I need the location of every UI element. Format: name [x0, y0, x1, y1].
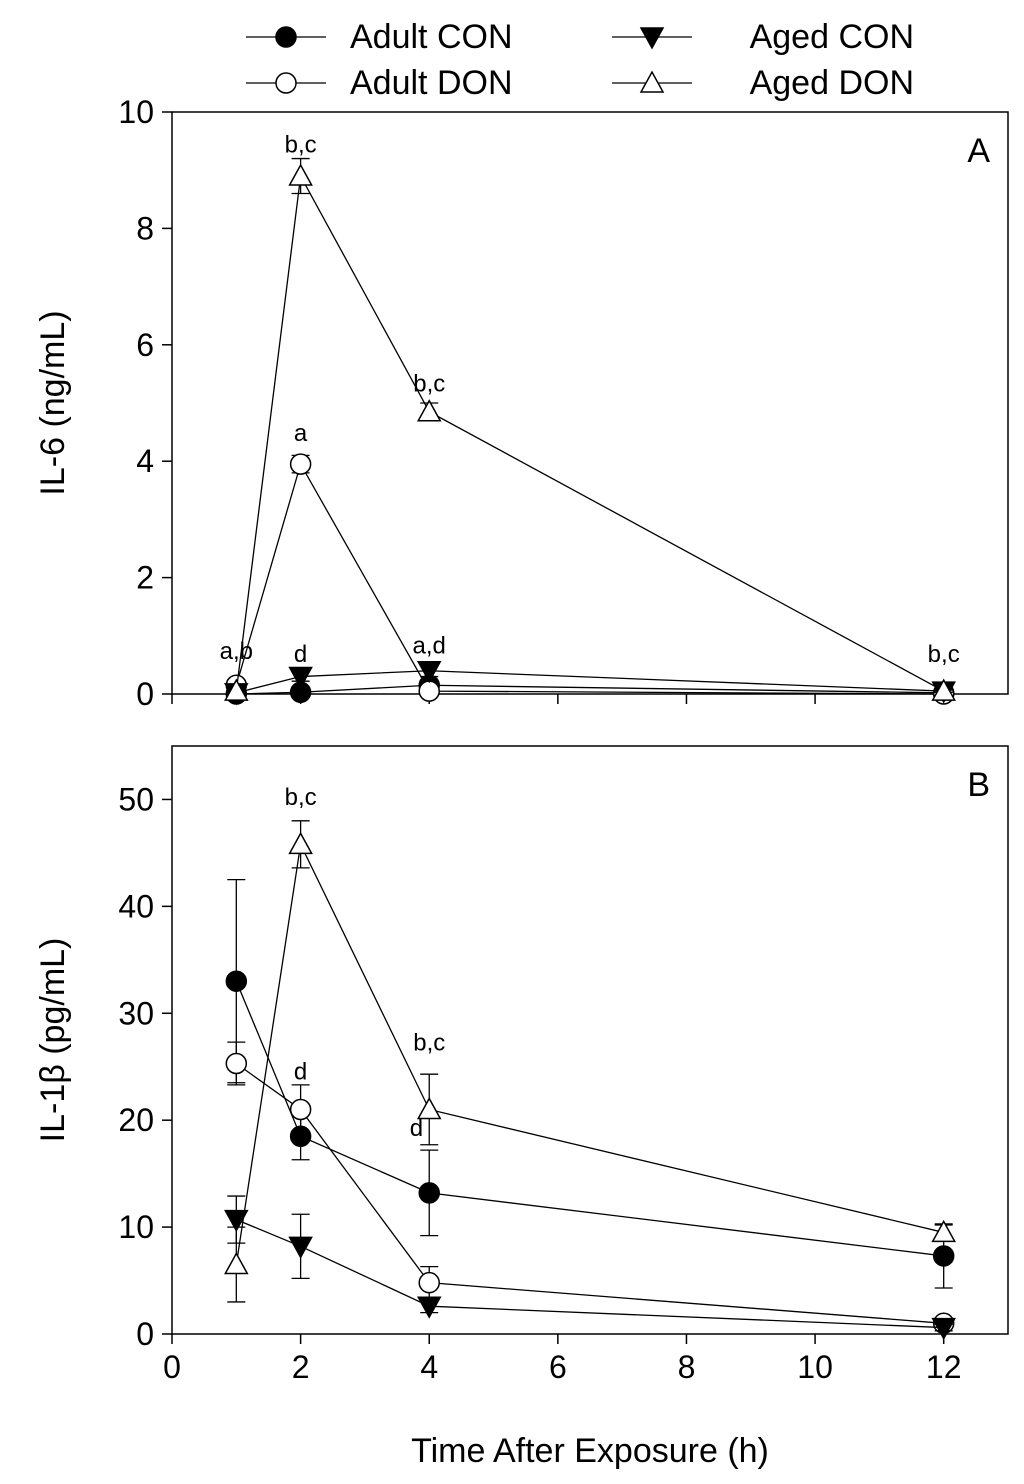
- data-point: [418, 680, 440, 702]
- legend-item-adult-con: Adult CON: [246, 18, 513, 56]
- series-adult-don: [225, 453, 955, 705]
- data-point: [224, 1251, 249, 1275]
- data-point: [225, 970, 248, 992]
- data-point: [418, 1271, 440, 1294]
- annotation: b,c: [928, 641, 960, 668]
- data-point: [288, 1236, 313, 1259]
- x-tick-label: 0: [163, 1349, 181, 1385]
- y-tick-label: 20: [118, 1102, 154, 1138]
- y-tick-label: 50: [118, 781, 154, 817]
- annotation: a: [294, 420, 308, 447]
- data-point: [931, 1219, 956, 1243]
- data-point: [418, 1182, 440, 1204]
- series-adult-don: [225, 1041, 955, 1335]
- y-tick-label: 10: [118, 1209, 154, 1245]
- y-tick-label: 40: [118, 888, 154, 924]
- data-point: [289, 1098, 312, 1121]
- y-axis-title: IL-1β (pg/mL): [34, 938, 72, 1143]
- y-tick-label: 8: [136, 210, 154, 246]
- y-tick-label: 6: [136, 327, 154, 363]
- legend-label: Aged DON: [750, 64, 914, 102]
- legend-marker: [275, 26, 297, 48]
- series-line: [236, 684, 944, 695]
- data-point: [932, 1245, 955, 1267]
- panel-label: A: [967, 132, 990, 170]
- annotation: a,d: [413, 632, 446, 659]
- series-line: [235, 1062, 944, 1324]
- series-line: [235, 980, 944, 1257]
- x-tick-label: 6: [549, 1349, 567, 1385]
- y-axis-title: IL-6 (ng/mL): [34, 310, 72, 495]
- x-axis-title: Time After Exposure (h): [411, 1432, 769, 1470]
- legend-label: Adult CON: [350, 18, 513, 56]
- data-point: [288, 831, 313, 855]
- annotation: b,c: [413, 370, 445, 397]
- data-point: [416, 1096, 442, 1120]
- x-tick-label: 4: [420, 1349, 438, 1385]
- data-point: [931, 678, 956, 701]
- y-tick-label: 2: [136, 560, 154, 596]
- plot-frame: [171, 745, 1009, 1335]
- data-point: [225, 1052, 248, 1075]
- series-line: [236, 1219, 944, 1329]
- panel-a: 0 2 4 6 8 10 IL-6 (ng/mL) Aa,b b,c a d b,c a,d b,c: [34, 94, 1009, 712]
- legend: Adult CON Aged CON Adult DON Aged DON: [246, 18, 914, 102]
- annotation: d: [294, 641, 307, 668]
- data-point: [931, 1317, 956, 1341]
- x-tick-label: 8: [678, 1349, 696, 1385]
- annotation: a,b: [220, 638, 253, 665]
- data-point: [416, 660, 442, 684]
- annotation: b,c: [285, 784, 317, 811]
- data-point: [288, 163, 313, 186]
- y-tick-label: 0: [136, 676, 154, 712]
- y-tick-label: 0: [136, 1316, 154, 1352]
- series-aged-don: [224, 820, 956, 1303]
- legend-marker: [639, 27, 665, 50]
- series-line: [235, 173, 945, 692]
- y-tick-label: 4: [136, 443, 154, 479]
- data-point: [224, 678, 249, 701]
- annotation: d: [410, 1115, 423, 1142]
- plot-frame: [171, 111, 1009, 695]
- data-point: [288, 666, 313, 690]
- legend-label: Aged CON: [750, 18, 914, 56]
- series-aged-con: [224, 660, 956, 706]
- data-point: [224, 1209, 249, 1233]
- legend-label: Adult DON: [350, 64, 513, 102]
- legend-item-aged-don: Aged DON: [612, 64, 914, 102]
- series-aged-don: [224, 157, 956, 701]
- series-line: [235, 842, 944, 1265]
- panel-label: B: [967, 766, 990, 804]
- data-point: [289, 453, 312, 475]
- x-tick-label: 2: [292, 1349, 310, 1385]
- series-adult-con: [225, 878, 955, 1289]
- legend-item-aged-con: Aged CON: [612, 18, 914, 56]
- legend-marker: [639, 70, 665, 93]
- series-aged-con: [224, 1195, 956, 1341]
- x-tick-label: 12: [926, 1349, 962, 1385]
- series-line: [236, 670, 944, 694]
- legend-item-adult-don: Adult DON: [246, 64, 513, 102]
- data-point: [416, 399, 442, 422]
- annotation: d: [294, 1059, 307, 1086]
- annotation: b,c: [285, 132, 317, 159]
- series-adult-con: [225, 674, 955, 705]
- y-tick-label: 30: [118, 995, 154, 1031]
- legend-marker: [275, 72, 297, 94]
- x-tick-label: 10: [797, 1349, 833, 1385]
- annotation: b,c: [413, 1030, 445, 1057]
- y-tick-label: 10: [118, 94, 154, 130]
- panel-b: 0 10 20 30 40 50 0 2 4 6 8 10 12 IL-1β (pg/mL) Time Af…: [34, 745, 1009, 1470]
- series-line: [235, 462, 944, 695]
- data-point: [416, 1296, 442, 1319]
